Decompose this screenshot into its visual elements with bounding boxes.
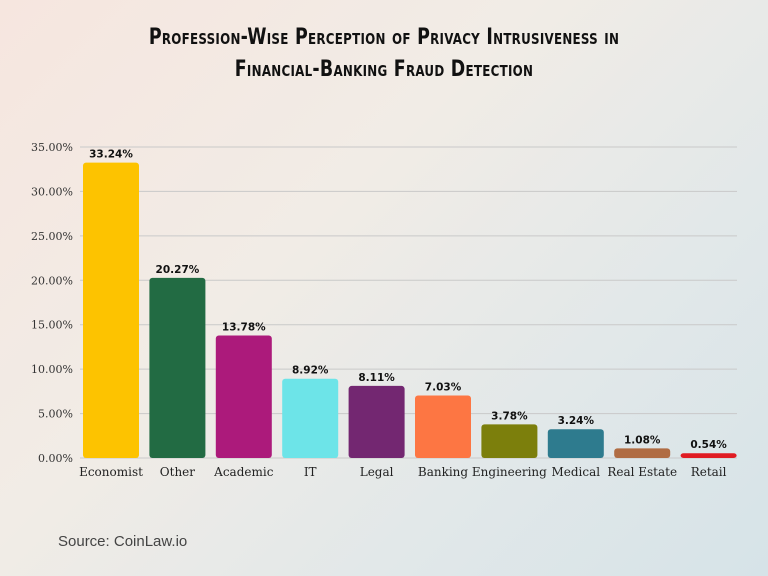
- data-label: 1.08%: [624, 434, 661, 446]
- y-tick-label: 15.00%: [31, 319, 73, 332]
- bar-engineering: [481, 424, 538, 458]
- data-label: 8.11%: [358, 372, 395, 384]
- bar-banking: [415, 395, 471, 458]
- source-note: Source: CoinLaw.io: [58, 533, 188, 550]
- title-line-2: Financial-Banking Fraud Detection: [234, 57, 534, 82]
- x-tick-label: Other: [160, 465, 195, 479]
- y-tick-label: 10.00%: [31, 363, 73, 376]
- y-tick-label: 0.00%: [38, 452, 73, 465]
- bar-retail: [680, 453, 737, 458]
- x-tick-label: Retail: [691, 465, 727, 479]
- data-label: 8.92%: [292, 365, 329, 377]
- x-tick-label: Banking: [418, 465, 469, 479]
- bar-it: [282, 378, 339, 458]
- x-tick-label: Economist: [79, 465, 143, 479]
- x-tick-label: Engineering: [472, 465, 547, 479]
- x-tick-label: Medical: [551, 465, 600, 479]
- y-tick-label: 25.00%: [31, 230, 73, 243]
- data-label: 13.78%: [222, 322, 266, 334]
- data-label: 0.54%: [690, 439, 727, 451]
- x-tick-label: Academic: [213, 465, 274, 479]
- x-tick-label: IT: [304, 465, 317, 479]
- data-label: 3.78%: [491, 410, 528, 422]
- bar-legal: [348, 385, 405, 458]
- y-tick-label: 5.00%: [38, 408, 73, 421]
- bar-academic: [215, 335, 272, 458]
- chart-title: Profession-Wise Perception of Privacy In…: [46, 22, 722, 86]
- y-tick-label: 35.00%: [31, 141, 73, 154]
- bar-other: [149, 277, 206, 458]
- bar-economist: [83, 162, 139, 458]
- data-label: 7.03%: [425, 382, 462, 394]
- x-tick-label: Legal: [360, 465, 394, 479]
- x-tick-label: Real Estate: [607, 465, 677, 479]
- bar-medical: [547, 429, 604, 458]
- data-label: 20.27%: [156, 264, 200, 276]
- y-tick-label: 20.00%: [31, 274, 73, 287]
- title-line-1: Profession-Wise Perception of Privacy In…: [148, 25, 620, 50]
- y-tick-label: 30.00%: [31, 185, 73, 198]
- data-label: 33.24%: [89, 149, 133, 161]
- data-label: 3.24%: [558, 415, 595, 427]
- bar-real-estate: [614, 448, 671, 458]
